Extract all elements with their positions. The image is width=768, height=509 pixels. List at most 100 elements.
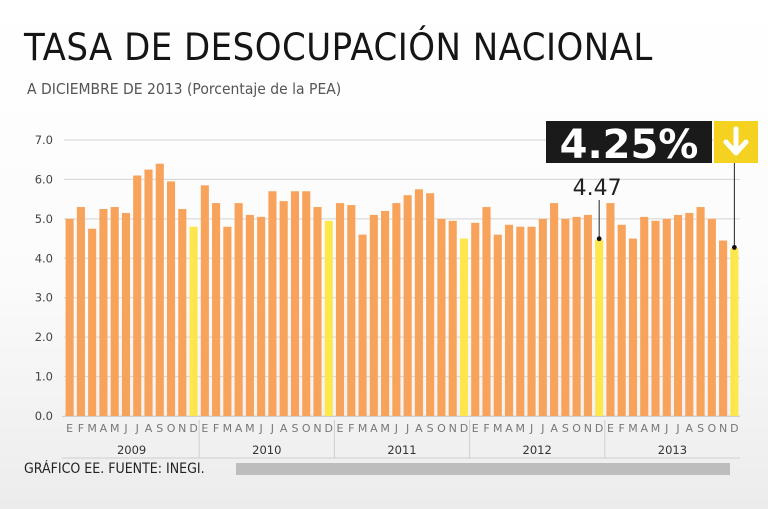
month-tick-label: J (405, 422, 409, 435)
month-tick-label: M (651, 422, 661, 435)
month-tick-label: S (156, 422, 163, 435)
bar (572, 216, 581, 416)
month-tick-label: O (302, 422, 311, 435)
grid-lines (64, 139, 740, 417)
bar (595, 239, 604, 416)
bar (290, 191, 300, 416)
bar (459, 238, 469, 416)
bar (550, 203, 559, 416)
bar (493, 234, 502, 416)
bar (133, 175, 142, 416)
bar (628, 238, 638, 416)
bar (257, 216, 266, 416)
bar (99, 209, 108, 416)
month-tick-label: E (201, 422, 208, 435)
month-tick-label: A (100, 422, 108, 435)
month-tick-label: M (516, 422, 526, 435)
month-tick-label: S (562, 422, 569, 435)
bar (358, 234, 367, 416)
bar (279, 201, 288, 416)
bar (76, 207, 85, 416)
month-tick-label: E (66, 422, 73, 435)
month-tick-label: F (78, 422, 84, 435)
y-tick-label: 0.0 (35, 409, 53, 423)
month-tick-label: M (628, 422, 638, 435)
annotation-label: 4.47 (573, 176, 622, 201)
y-tick-label: 3.0 (35, 291, 53, 305)
bar (144, 169, 153, 416)
bar (471, 222, 480, 416)
month-tick-label: N (719, 422, 727, 435)
bar (166, 181, 176, 416)
bar (65, 218, 74, 416)
bar (110, 207, 119, 416)
month-tick-label: M (358, 422, 368, 435)
chart-subtitle: A DICIEMBRE DE 2013 (Porcentaje de la PE… (27, 80, 342, 98)
month-tick-label: J (123, 422, 127, 435)
year-label: 2009 (117, 443, 146, 457)
month-tick-label: J (540, 422, 544, 435)
year-label: 2012 (523, 443, 552, 457)
bar (448, 220, 457, 416)
year-label: 2013 (658, 443, 687, 457)
month-tick-label: D (325, 422, 333, 435)
bar (324, 220, 333, 416)
chart-title: TASA DE DESOCUPACIÓN NACIONAL (24, 26, 653, 69)
arrow-down-icon (723, 126, 749, 156)
bars (65, 163, 739, 416)
month-tick-label: N (584, 422, 592, 435)
bar (527, 226, 536, 416)
month-tick-label: M (245, 422, 255, 435)
bar (189, 226, 198, 416)
bar (313, 207, 322, 416)
bar (504, 224, 514, 416)
y-tick-label: 2.0 (35, 330, 53, 344)
y-axis: 0.0 1.0 2.0 3.0 4.0 5.0 6.0 7.0 (35, 133, 53, 423)
year-label: 2011 (387, 443, 416, 457)
month-tick-label: M (110, 422, 120, 435)
y-tick-label: 7.0 (35, 133, 53, 147)
bar (403, 195, 412, 416)
bar (414, 189, 423, 416)
bar (88, 228, 97, 416)
month-tick-label: M (87, 422, 97, 435)
month-tick-label: O (572, 422, 581, 435)
y-tick-label: 5.0 (35, 212, 53, 226)
bar (392, 203, 401, 416)
month-tick-label: N (313, 422, 321, 435)
bar (212, 203, 221, 416)
month-tick-label: A (235, 422, 243, 435)
bar (426, 193, 435, 416)
y-tick-label: 4.0 (35, 251, 53, 265)
y-tick-label: 6.0 (35, 172, 53, 186)
bar (651, 220, 660, 416)
month-tick-label: M (380, 422, 390, 435)
bar (223, 226, 232, 416)
bar (347, 205, 356, 416)
bar (178, 209, 187, 416)
month-tick-label: O (437, 422, 446, 435)
bar (482, 207, 491, 416)
month-tick-label: N (178, 422, 186, 435)
month-tick-label: J (259, 422, 263, 435)
month-tick-label: O (707, 422, 716, 435)
bar (730, 248, 739, 416)
bar (437, 218, 446, 416)
month-tick-label: J (529, 422, 533, 435)
month-tick-label: N (449, 422, 457, 435)
bar (662, 218, 671, 416)
month-tick-label: E (472, 422, 479, 435)
bar (583, 214, 592, 416)
month-tick-label: M (493, 422, 503, 435)
month-tick-label: J (664, 422, 668, 435)
bar (685, 212, 694, 416)
month-tick-label: J (135, 422, 139, 435)
month-tick-label: M (223, 422, 233, 435)
bar (707, 218, 716, 416)
month-tick-label: F (348, 422, 354, 435)
month-tick-label: A (640, 422, 648, 435)
month-tick-label: F (213, 422, 219, 435)
year-label: 2010 (252, 443, 281, 457)
annotation-dot (596, 236, 602, 242)
